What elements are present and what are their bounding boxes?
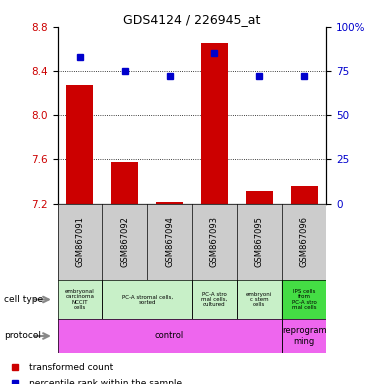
Text: PC-A stromal cells,
sorted: PC-A stromal cells, sorted	[122, 294, 173, 305]
Bar	[102, 280, 192, 319]
Bar	[282, 280, 326, 319]
Bar	[58, 280, 102, 319]
Text: embryonal
carcinoma
NCCIT
cells: embryonal carcinoma NCCIT cells	[65, 289, 95, 310]
Text: embryoni
c stem
cells: embryoni c stem cells	[246, 291, 272, 308]
Text: GSM867094: GSM867094	[165, 217, 174, 267]
Text: GSM867091: GSM867091	[75, 217, 85, 267]
Text: GSM867092: GSM867092	[120, 217, 129, 267]
Text: percentile rank within the sample: percentile rank within the sample	[29, 379, 182, 384]
Text: control: control	[155, 331, 184, 341]
Bar	[192, 280, 237, 319]
Text: protocol: protocol	[4, 331, 41, 341]
Bar	[290, 186, 318, 204]
Bar	[282, 319, 326, 353]
Bar	[111, 162, 138, 204]
Bar	[246, 191, 273, 204]
Text: transformed count: transformed count	[29, 363, 113, 372]
Text: IPS cells
from
PC-A stro
mal cells: IPS cells from PC-A stro mal cells	[292, 289, 316, 310]
Text: GSM867093: GSM867093	[210, 217, 219, 267]
Bar	[201, 43, 228, 204]
Text: GSM867095: GSM867095	[255, 217, 264, 267]
Text: reprogram
ming: reprogram ming	[282, 326, 326, 346]
Text: PC-A stro
mal cells,
cultured: PC-A stro mal cells, cultured	[201, 291, 227, 308]
Text: cell type: cell type	[4, 295, 43, 304]
Text: GSM867096: GSM867096	[299, 217, 309, 267]
Title: GDS4124 / 226945_at: GDS4124 / 226945_at	[123, 13, 261, 26]
Bar	[66, 85, 93, 204]
Bar	[237, 280, 282, 319]
Bar	[156, 202, 183, 204]
Bar	[58, 319, 282, 353]
